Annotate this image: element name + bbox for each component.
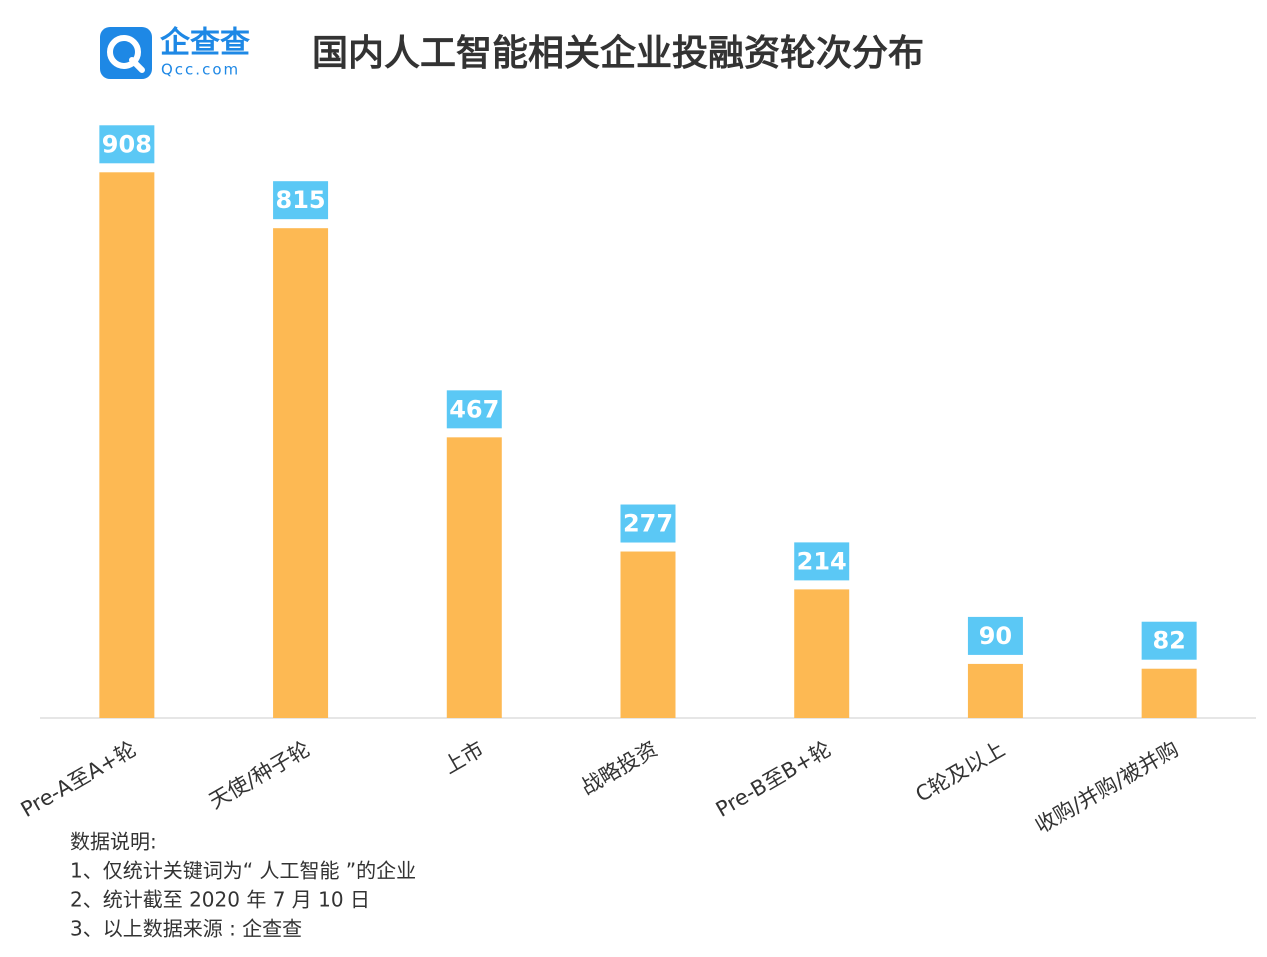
x-tick-label: 上市 [439, 737, 487, 779]
value-label: 90 [979, 622, 1012, 650]
bar [967, 663, 1023, 718]
x-tick-label: 战略投资 [577, 737, 662, 800]
bar [273, 228, 329, 718]
x-tick-label: 天使/种子轮 [205, 737, 314, 814]
value-label-box [1141, 621, 1197, 660]
bar [620, 551, 676, 718]
value-label: 815 [276, 186, 326, 214]
value-label: 82 [1152, 627, 1185, 655]
value-label-box [967, 616, 1023, 655]
bar [99, 172, 155, 719]
x-tick-label: Pre-A至A+轮 [17, 737, 141, 822]
logo-mark [107, 35, 141, 69]
note: 1、仅统计关键词为“ 人工智能 ”的企业 [70, 859, 416, 883]
x-tick-label: C轮及以上 [911, 737, 1008, 807]
bar [1141, 668, 1197, 718]
value-label-box [794, 542, 850, 581]
chart-title: 国内人工智能相关企业投融资轮次分布 [312, 32, 924, 74]
value-label-box [273, 181, 329, 220]
notes-title: 数据说明: [70, 830, 157, 854]
bar [794, 589, 850, 718]
value-label: 214 [797, 547, 847, 575]
note: 2、统计截至 2020 年 7 月 10 日 [70, 888, 370, 912]
logo-domain: Qcc.com [161, 61, 240, 79]
value-label-box [99, 125, 155, 164]
value-label: 277 [623, 510, 673, 538]
bar [446, 437, 502, 718]
value-label: 467 [449, 395, 499, 423]
logo-mark [129, 57, 145, 73]
note: 3、以上数据来源 : 企查查 [70, 917, 302, 941]
x-tick-label: 收购/并购/被并购 [1031, 737, 1183, 838]
logo: 企查查 Qcc.com [100, 26, 250, 79]
logo-name: 企查查 [160, 26, 250, 61]
value-label-box [620, 504, 676, 543]
value-label-box [446, 390, 502, 429]
value-label: 908 [102, 130, 152, 158]
x-tick-label: Pre-B至B+轮 [712, 737, 835, 822]
